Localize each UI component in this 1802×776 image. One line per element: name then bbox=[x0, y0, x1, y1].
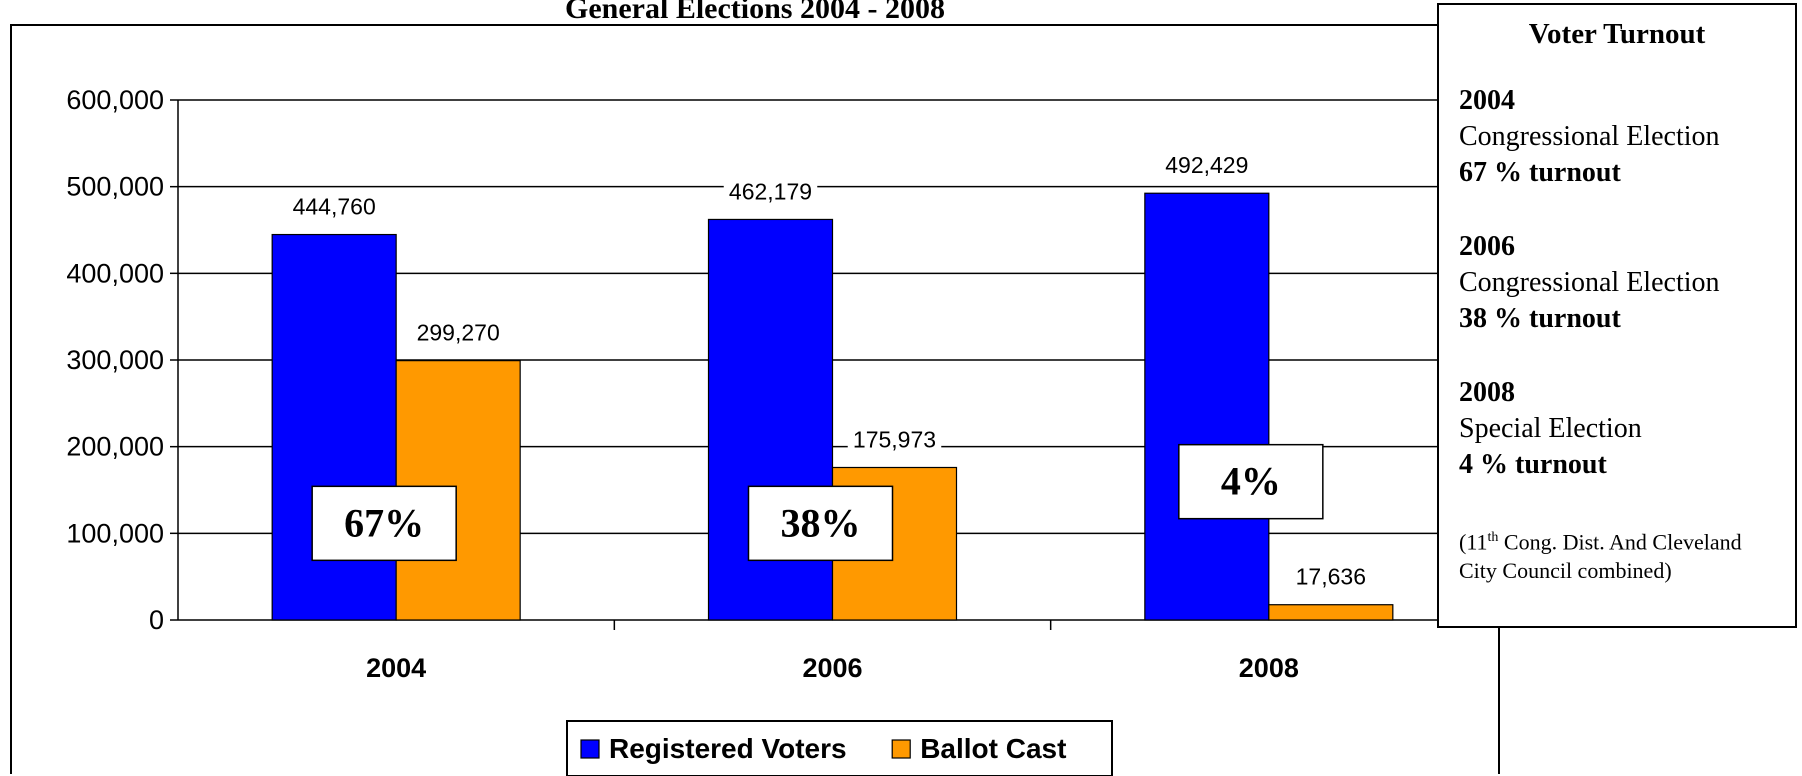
data-label-bg bbox=[411, 316, 505, 347]
note-pre: (11 bbox=[1459, 529, 1488, 555]
y-tick-label: 400,000 bbox=[66, 258, 164, 288]
data-label-bg bbox=[287, 190, 381, 221]
turnout-box bbox=[1178, 443, 1324, 520]
entry-year: 2006 bbox=[1459, 231, 1515, 262]
y-tick-label: 100,000 bbox=[66, 518, 164, 548]
entry-type: Congressional Election bbox=[1459, 267, 1720, 298]
data-label: 444,760 bbox=[293, 194, 376, 220]
bar-chart: 0 100,000 200,000 300,000 400,000 500,000 600,… bbox=[66, 85, 1487, 776]
chart-title: General Elections 2004 - 2008 bbox=[565, 0, 945, 25]
turnout-label: 67% bbox=[344, 500, 424, 545]
turnout-entry-2008: 2008 Special Election 4 % turnout bbox=[1459, 375, 1642, 483]
entry-turnout: 4 % turnout bbox=[1459, 449, 1607, 480]
legend-swatch bbox=[891, 739, 911, 759]
legend-box bbox=[566, 720, 1113, 776]
entry-turnout: 38 % turnout bbox=[1459, 303, 1621, 334]
entry-type: Congressional Election bbox=[1459, 121, 1720, 152]
turnout-label: 4% bbox=[1221, 459, 1281, 504]
data-label-bg bbox=[723, 175, 818, 206]
bar bbox=[1268, 604, 1394, 621]
note-post: Cong. Dist. And Cleveland City Council c… bbox=[1459, 529, 1742, 584]
note-sup: th bbox=[1487, 530, 1499, 545]
data-label: 492,429 bbox=[1165, 152, 1248, 178]
panel-title: Voter Turnout bbox=[1528, 18, 1706, 50]
y-tick-label: 600,000 bbox=[66, 85, 164, 115]
turnout-entry-2004: 2004 Congressional Election 67 % turnout bbox=[1459, 83, 1720, 191]
turnout-label: 38% bbox=[781, 500, 861, 545]
legend-label: Ballot Cast bbox=[920, 733, 1066, 764]
turnout-entry-2006: 2006 Congressional Election 38 % turnout bbox=[1459, 229, 1720, 337]
entry-year: 2008 bbox=[1459, 377, 1515, 408]
legend-swatch bbox=[580, 739, 600, 759]
y-tick-label: 200,000 bbox=[66, 432, 164, 462]
panel-footnote: (11th Cong. Dist. And Cleveland City Cou… bbox=[1459, 523, 1779, 585]
bar bbox=[271, 233, 397, 621]
x-tick-label: 2008 bbox=[1239, 653, 1299, 683]
data-label: 175,973 bbox=[853, 426, 936, 452]
chart-frame: 0 100,000 200,000 300,000 400,000 500,000 600,… bbox=[10, 24, 1500, 776]
y-tick-label: 500,000 bbox=[66, 172, 164, 202]
voter-turnout-panel: Voter Turnout 2004 Congressional Electio… bbox=[1437, 3, 1797, 628]
legend-label: Registered Voters bbox=[609, 733, 847, 764]
bar bbox=[395, 360, 521, 621]
entry-turnout: 67 % turnout bbox=[1459, 157, 1621, 188]
y-tick-label: 300,000 bbox=[66, 345, 164, 375]
data-label: 299,270 bbox=[417, 320, 500, 346]
x-tick-label: 2004 bbox=[366, 653, 426, 683]
bar bbox=[1144, 192, 1270, 621]
data-label-bg bbox=[847, 423, 942, 454]
entry-year: 2004 bbox=[1459, 85, 1515, 116]
data-label: 17,636 bbox=[1296, 564, 1366, 590]
x-tick-label: 2006 bbox=[802, 653, 862, 683]
entry-type: Special Election bbox=[1459, 413, 1642, 444]
y-tick-label: 0 bbox=[149, 605, 164, 635]
turnout-box bbox=[311, 485, 457, 562]
data-label-bg bbox=[1160, 149, 1254, 180]
data-label-bg bbox=[1290, 560, 1372, 591]
data-label: 462,179 bbox=[729, 178, 812, 204]
turnout-box bbox=[747, 485, 894, 562]
